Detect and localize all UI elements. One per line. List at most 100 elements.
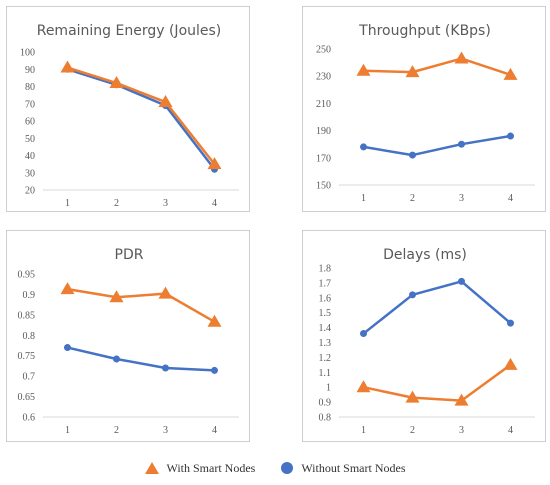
y-tick-label: 1.1 xyxy=(319,368,332,379)
series-line xyxy=(362,280,512,335)
triangle-marker xyxy=(109,76,124,89)
series-line xyxy=(363,134,511,157)
y-tick-label: 30 xyxy=(25,168,35,179)
legend-item-with-smart-nodes: With Smart Nodes xyxy=(144,461,255,476)
chart-remaining-energy: Remaining Energy (Joules) 20 30 40 50 60 70 80 9… xyxy=(6,6,250,212)
blue-circle-icon xyxy=(281,462,294,474)
circle-marker xyxy=(507,319,514,327)
y-tick-label: 250 xyxy=(316,45,331,56)
x-tick-label: 4 xyxy=(508,425,513,436)
x-tick-label: 4 xyxy=(508,193,513,204)
series-line xyxy=(67,68,216,171)
y-tick-label: 190 xyxy=(316,126,331,137)
y-tick-label: 0.6 xyxy=(23,413,36,424)
triangle-marker xyxy=(356,63,371,76)
x-tick-label: 1 xyxy=(361,193,366,204)
circle-marker xyxy=(360,143,367,151)
y-tick-label: 1.5 xyxy=(319,308,332,319)
triangle-marker xyxy=(60,60,75,73)
x-tick-label: 1 xyxy=(361,425,366,436)
circle-marker xyxy=(211,366,218,374)
x-tick-label: 2 xyxy=(410,425,415,436)
y-tick-label: 20 xyxy=(25,186,35,197)
y-tick-label: 1 xyxy=(326,383,331,394)
triangle-marker xyxy=(356,380,371,393)
y-tick-label: 230 xyxy=(316,72,331,83)
chart-delays: Delays (ms) 0.8 0.9 1 1.1 1.2 1.3 1.4 1.5 1.6 1.7 1… xyxy=(302,230,546,442)
legend-label-with: With Smart Nodes xyxy=(166,460,256,475)
triangle-marker xyxy=(158,286,173,299)
triangle-marker xyxy=(207,157,222,170)
chart-svg: Delays (ms) 0.8 0.9 1 1.1 1.2 1.3 1.4 1.5 1.6 1.7 1… xyxy=(319,247,535,436)
y-tick-label: 40 xyxy=(25,151,35,162)
x-tick-label: 2 xyxy=(114,198,119,209)
x-tick-label: 4 xyxy=(212,425,217,436)
x-tick-label: 3 xyxy=(163,198,168,209)
y-tick-label: 0.95 xyxy=(18,270,36,281)
y-tick-label: 210 xyxy=(316,99,331,110)
x-tick-label: 1 xyxy=(65,425,70,436)
orange-triangle-icon xyxy=(145,462,160,474)
y-tick-label: 1.2 xyxy=(319,353,332,364)
chart-title: Remaining Energy (Joules) xyxy=(37,23,222,39)
chart-pdr: PDR 0.6 0.65 0.7 0.75 0.8 0.85 0.9 0.95 1 2 3 4 xyxy=(6,230,250,442)
chart-title: Throughput (KBps) xyxy=(358,23,491,39)
y-tick-label: 170 xyxy=(316,153,331,164)
series-line xyxy=(67,287,216,323)
y-tick-label: 0.9 xyxy=(23,290,36,301)
circle-marker xyxy=(113,355,120,363)
y-tick-label: 50 xyxy=(25,134,35,145)
chart-svg: Remaining Energy (Joules) 20 30 40 50 60 70 80 9… xyxy=(20,23,239,209)
triangle-marker xyxy=(454,393,469,406)
circle-marker xyxy=(64,344,71,352)
series-line xyxy=(67,66,216,165)
circle-marker xyxy=(458,277,465,285)
y-tick-label: 0.85 xyxy=(18,310,36,321)
series-line xyxy=(67,346,215,372)
y-tick-label: 1.6 xyxy=(319,293,332,304)
legend-item-without-smart-nodes: Without Smart Nodes xyxy=(279,460,406,476)
x-tick-label: 3 xyxy=(459,193,464,204)
chart-svg: PDR 0.6 0.65 0.7 0.75 0.8 0.85 0.9 0.95 1 2 3 4 xyxy=(18,247,239,436)
y-tick-label: 0.9 xyxy=(319,398,332,409)
x-tick-label: 2 xyxy=(114,425,119,436)
triangle-marker xyxy=(158,95,173,108)
y-tick-label: 0.8 xyxy=(319,413,332,424)
legend-label-without: Without Smart Nodes xyxy=(301,460,406,475)
y-tick-label: 1.7 xyxy=(319,278,332,289)
y-tick-label: 0.8 xyxy=(23,331,36,342)
circle-marker xyxy=(458,140,465,148)
triangle-marker xyxy=(60,282,75,295)
y-tick-label: 1.4 xyxy=(319,323,332,334)
series-line xyxy=(363,363,512,402)
y-tick-label: 150 xyxy=(316,181,331,192)
circle-marker xyxy=(409,151,416,159)
circle-marker xyxy=(409,291,416,299)
y-tick-label: 0.75 xyxy=(18,351,36,362)
series-line xyxy=(363,57,511,77)
chart-throughput: Throughput (KBps) 150 170 190 210 230 250 1 2 3 4 xyxy=(302,6,546,212)
x-tick-label: 2 xyxy=(410,193,415,204)
circle-marker xyxy=(360,330,367,338)
x-tick-label: 3 xyxy=(163,425,168,436)
x-tick-label: 4 xyxy=(212,198,217,209)
triangle-marker xyxy=(503,357,518,370)
x-tick-label: 1 xyxy=(65,198,70,209)
triangle-marker xyxy=(405,390,420,403)
chart-svg: Throughput (KBps) 150 170 190 210 230 250 1 2 3 4 xyxy=(316,23,535,204)
y-tick-label: 90 xyxy=(25,65,35,76)
circle-marker xyxy=(162,364,169,372)
y-tick-label: 60 xyxy=(25,117,35,128)
triangle-marker xyxy=(405,65,420,78)
y-tick-label: 1.3 xyxy=(319,338,332,349)
circle-marker xyxy=(507,132,514,140)
chart-title: PDR xyxy=(115,247,144,263)
y-tick-label: 0.65 xyxy=(18,392,36,403)
triangle-marker xyxy=(109,290,124,303)
y-tick-label: 1.8 xyxy=(319,264,332,275)
triangle-marker xyxy=(454,51,469,64)
y-tick-label: 80 xyxy=(25,82,35,93)
y-tick-label: 100 xyxy=(20,48,35,59)
x-tick-label: 3 xyxy=(459,425,464,436)
triangle-marker xyxy=(503,67,518,80)
